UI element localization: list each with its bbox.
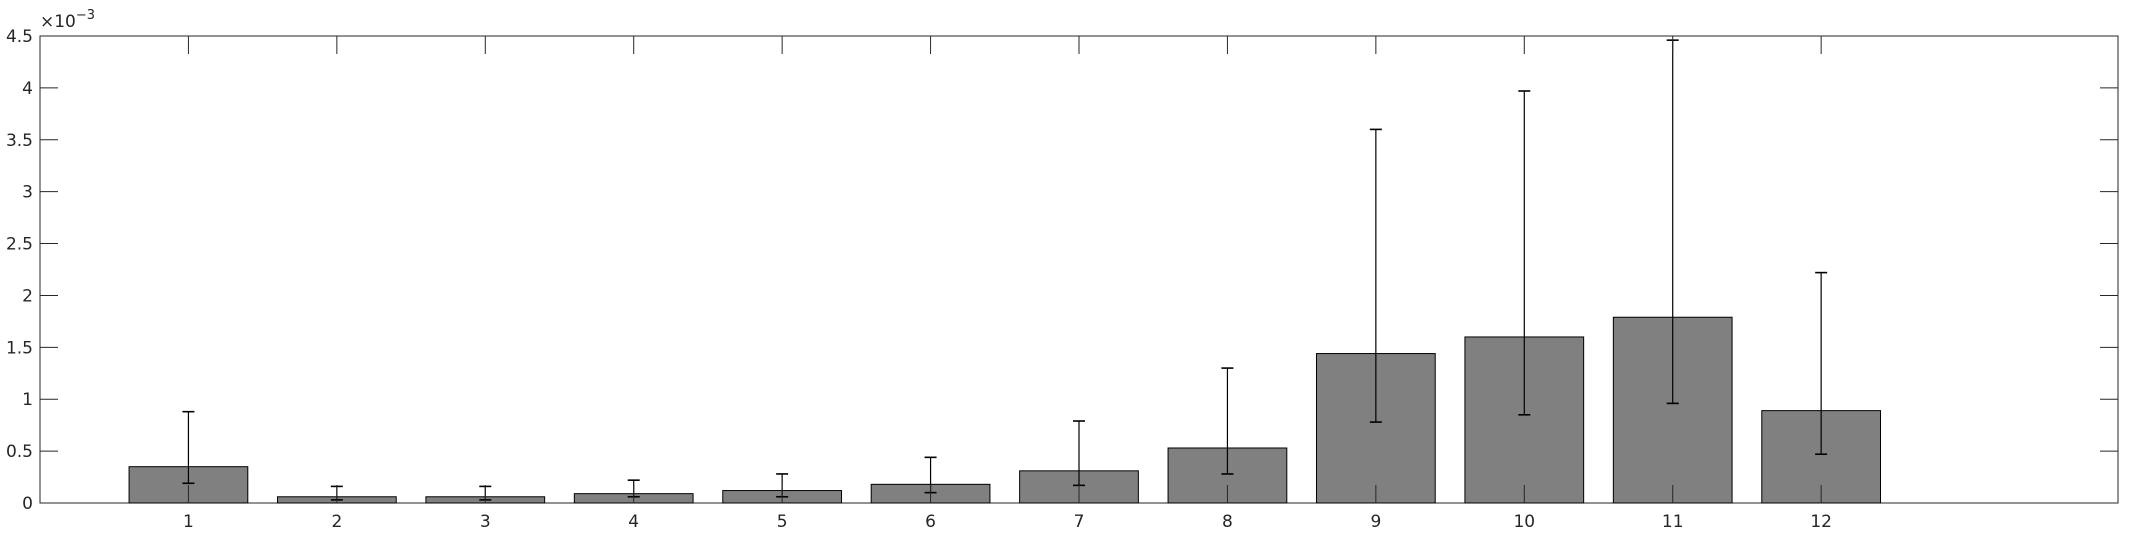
x-tick-label-10: 10 <box>1513 512 1535 532</box>
y-tick-label-5: 2.5 <box>6 235 33 255</box>
y-tick-label-6: 3 <box>22 183 33 203</box>
y-tick-label-1: 0.5 <box>6 442 33 462</box>
y-exponent-base: ×10 <box>40 12 76 32</box>
y-tick-label-3: 1.5 <box>6 338 33 358</box>
x-tick-label-8: 8 <box>1222 512 1233 532</box>
y-exponent-power: −3 <box>76 8 95 23</box>
y-tick-label-8: 4 <box>22 79 33 99</box>
x-tick-label-6: 6 <box>925 512 936 532</box>
y-tick-label-2: 1 <box>22 390 33 410</box>
x-tick-labels: 1 2 3 4 5 6 7 8 9 10 11 12 <box>183 512 1832 532</box>
x-tick-label-3: 3 <box>480 512 491 532</box>
x-tick-label-12: 12 <box>1810 512 1832 532</box>
x-tick-label-7: 7 <box>1074 512 1085 532</box>
x-tick-label-9: 9 <box>1370 512 1381 532</box>
y-tick-labels: 0 0.5 1 1.5 2 2.5 3 3.5 4 4.5 <box>6 27 33 514</box>
y-tick-label-0: 0 <box>22 494 33 514</box>
x-tick-label-2: 2 <box>331 512 342 532</box>
x-tick-label-11: 11 <box>1662 512 1684 532</box>
axis-ticks <box>40 35 2118 504</box>
y-tick-label-4: 2 <box>22 286 33 306</box>
x-tick-label-1: 1 <box>183 512 194 532</box>
x-tick-label-4: 4 <box>628 512 639 532</box>
y-exponent-label: ×10−3 <box>40 8 95 32</box>
x-tick-label-5: 5 <box>777 512 788 532</box>
y-tick-label-7: 3.5 <box>6 131 33 151</box>
bars <box>128 316 1882 504</box>
y-tick-label-9: 4.5 <box>6 27 33 47</box>
